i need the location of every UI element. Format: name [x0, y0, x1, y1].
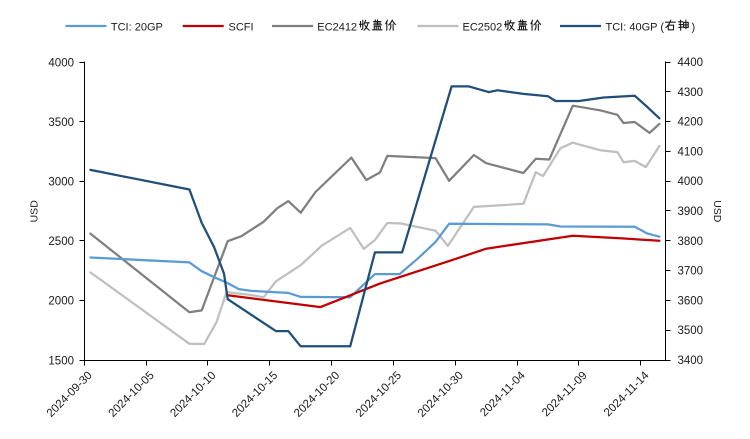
- svg-text:2500: 2500: [48, 236, 74, 248]
- svg-text:2000: 2000: [48, 296, 74, 308]
- svg-text:3400: 3400: [678, 355, 704, 367]
- svg-text:3700: 3700: [678, 266, 704, 278]
- svg-text:TCI: 20GP: TCI: 20GP: [111, 22, 163, 34]
- svg-text:3800: 3800: [678, 236, 704, 248]
- svg-text:EC2412: EC2412: [317, 22, 357, 34]
- svg-text:3500: 3500: [678, 325, 704, 337]
- svg-text:4300: 4300: [678, 87, 704, 99]
- svg-text:3600: 3600: [678, 295, 704, 307]
- svg-text:SCFI: SCFI: [229, 22, 254, 34]
- svg-text:3500: 3500: [48, 117, 74, 129]
- svg-text:1500: 1500: [48, 355, 74, 367]
- svg-text:4400: 4400: [678, 57, 704, 69]
- svg-text:4100: 4100: [678, 146, 704, 158]
- svg-text:4200: 4200: [678, 117, 704, 129]
- svg-text:): ): [692, 22, 696, 34]
- svg-text:TCI: 40GP (: TCI: 40GP (: [606, 22, 665, 34]
- svg-text:USD: USD: [28, 200, 40, 223]
- svg-text:USD: USD: [711, 200, 723, 223]
- svg-text:EC2502: EC2502: [463, 22, 503, 34]
- svg-text:3000: 3000: [48, 177, 74, 189]
- svg-text:4000: 4000: [678, 176, 704, 188]
- svg-text:4000: 4000: [48, 57, 74, 69]
- svg-text:3900: 3900: [678, 206, 704, 218]
